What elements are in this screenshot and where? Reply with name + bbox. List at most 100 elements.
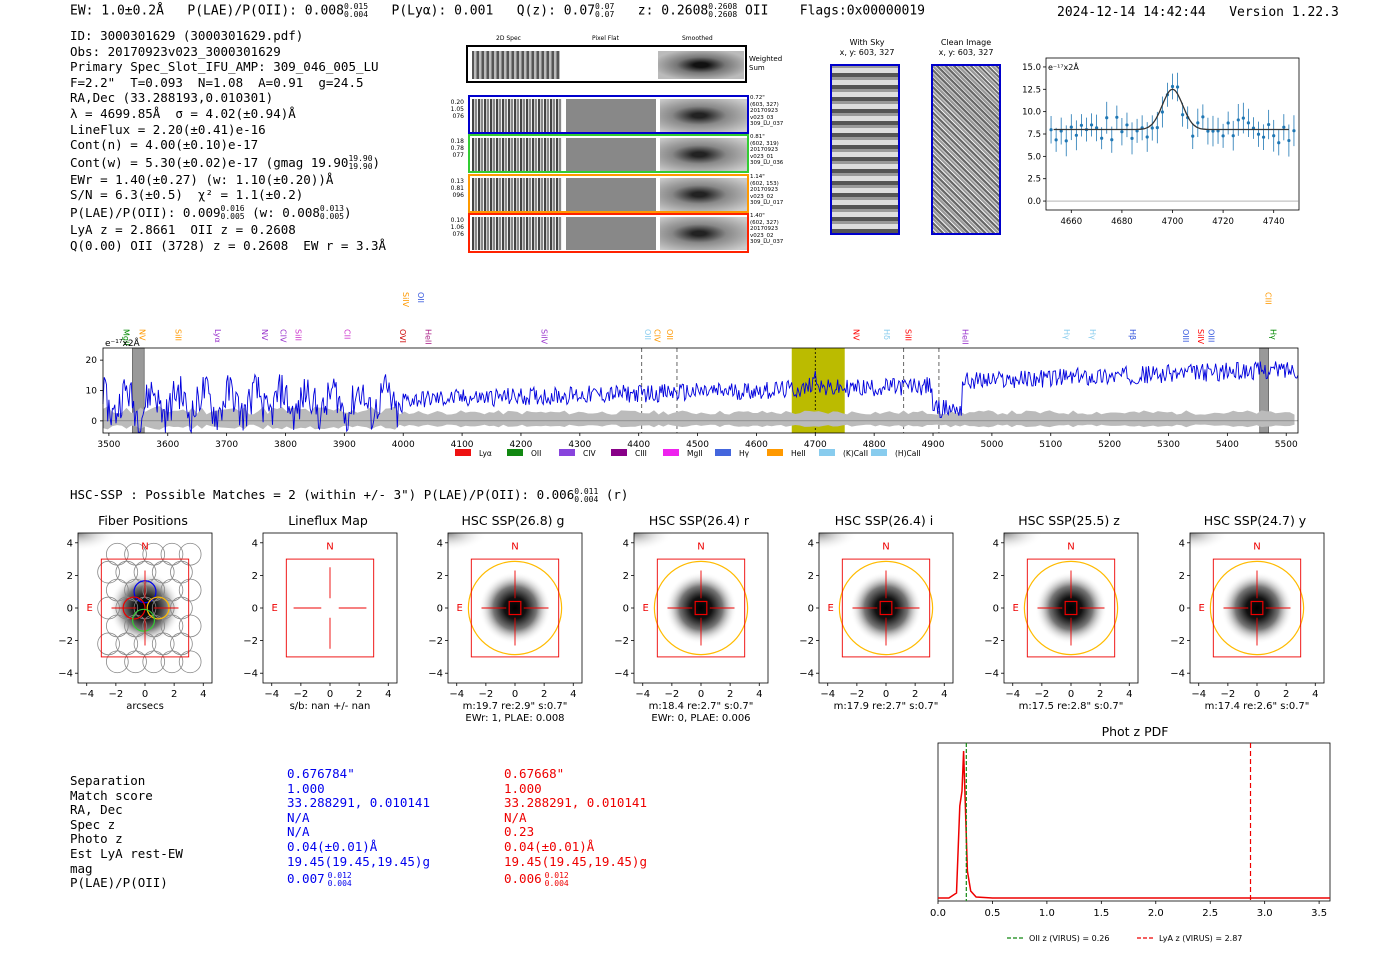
spectrum-xtick: 4500 xyxy=(686,440,709,450)
hsc-summary: HSC-SSP : Possible Matches = 2 (within +… xyxy=(70,487,628,504)
with-sky-title: With Sky xyxy=(849,38,885,47)
cutout-right-line: (602, 153) xyxy=(750,180,779,187)
zoom-datapoint xyxy=(1150,126,1154,130)
hsc-panel-title: Lineflux Map xyxy=(288,513,368,528)
cutout-right-info: 1.14" (602, 153) 20170923 v023_02 309_LU_017 xyxy=(750,174,790,207)
spectrum-legend-swatch xyxy=(663,449,679,456)
header-qz-lo: 0.07 xyxy=(595,10,615,19)
hsc-search-box xyxy=(656,558,746,658)
zoom-datapoint xyxy=(1074,133,1078,137)
info-contn: Cont(n) = 4.00(±0.10)e-17 xyxy=(70,137,259,153)
spectrum-line-label: Hγ xyxy=(1268,329,1277,340)
info-sn: S/N = 6.3(±0.5) χ² = 1.1(±0.2) xyxy=(70,187,304,203)
hsc-source-image xyxy=(850,572,922,644)
hsc-center-box xyxy=(879,600,893,616)
spectrum-line-label: NV xyxy=(260,329,269,341)
spectrum-ytick: 20 xyxy=(86,356,98,366)
header-ew: EW: 1.0±0.2Å xyxy=(70,3,164,19)
spectrum-xtick: 3800 xyxy=(274,440,297,450)
hsc-xtick: 4 xyxy=(570,689,576,700)
hsc-xtick: −2 xyxy=(1220,689,1235,700)
photz-plot: 0.0 0.5 1.0 1.5 2.0 2.5 3.0 3.5 OII z (VIRUS) =… xyxy=(930,742,1331,943)
match-red-value: 0.006 xyxy=(504,871,542,887)
hsc-ytick: 0 xyxy=(993,604,999,615)
hsc-xtick: −2 xyxy=(664,689,679,700)
zoom-datapoint xyxy=(1079,123,1084,127)
hsc-ytick: 4 xyxy=(252,538,258,549)
header-qz: Q(z): 0.07 xyxy=(516,3,596,19)
spectrum-line-label: NV xyxy=(137,329,146,341)
photz-legend-lya: LyA z (VIRUS) = 2.87 xyxy=(1159,934,1242,943)
cutout-right-line: (602, 327) xyxy=(750,219,779,226)
fiber-circle xyxy=(160,542,184,566)
hsc-east-label: E xyxy=(86,603,92,614)
info-radec: RA,Dec (33.288193,0.010301) xyxy=(70,90,274,106)
spectrum-xtick: 4800 xyxy=(863,440,886,450)
hsc-search-box xyxy=(100,558,190,658)
info-contw-row: Cont(w) = 5.30(±0.02)e-17 (gmag 19.9019.… xyxy=(70,154,381,172)
spectrum-xtick: 4600 xyxy=(745,440,768,450)
match-red-value: 1.000 xyxy=(504,780,542,796)
zoom-datapoint xyxy=(1221,134,1225,138)
zoom-unit: e⁻¹⁷x2Å xyxy=(1048,61,1079,72)
match-label: Separation xyxy=(70,773,146,788)
hsc-summary-hi: 0.011 xyxy=(574,486,599,496)
hsc-source-image xyxy=(1221,572,1293,644)
spectrum-line-label: CIV xyxy=(279,329,288,343)
hsc-aperture xyxy=(653,560,749,656)
match-blue-value: 0.007 xyxy=(287,871,325,887)
match-label: Est LyA rest-EW xyxy=(70,845,183,861)
hsc-ytick: 2 xyxy=(1179,571,1185,582)
info-plae-row: P(LAE)/P(OII): 0.0090.016 0.005 (w: 0.008… xyxy=(70,204,352,222)
cutout-right-line: 20170923 xyxy=(750,147,778,153)
cutout-right-line: 20170923 xyxy=(750,108,778,114)
hsc-ytick: 0 xyxy=(67,604,73,615)
hsc-ytick: −4 xyxy=(984,669,999,680)
hsc-ytick: 0 xyxy=(808,604,814,615)
spectrum-xtick: 3700 xyxy=(215,440,238,450)
match-blue-value: 1.000 xyxy=(287,780,325,796)
zoom-datapoint xyxy=(1196,121,1200,125)
hsc-ytick: −2 xyxy=(1170,636,1185,647)
hsc-xlabel: s/b: nan +/- nan xyxy=(290,701,371,712)
zoom-datapoint xyxy=(1049,128,1053,132)
photz-legend: OII z (VIRUS) = 0.26 LyA z (VIRUS) = 2.8… xyxy=(1007,934,1242,943)
zoom-datapoint xyxy=(1231,134,1235,138)
zoom-datapoint xyxy=(1246,121,1250,125)
info-lambda: λ = 4699.85Å σ = 4.02(±0.94)Å xyxy=(70,105,296,121)
info-id: ID: 3000301629 (3000301629.pdf) xyxy=(70,28,304,43)
match-blue-value: 0.04(±0.01)Å xyxy=(287,838,378,854)
info-plae-hi: 0.016 xyxy=(220,204,245,214)
zoom-datapoint xyxy=(1110,138,1114,142)
spectrum-xtick: 4300 xyxy=(568,440,591,450)
spectrum-flux-line xyxy=(102,361,1299,434)
clean-image-title: Clean Image xyxy=(940,38,992,47)
spectrum-line-label: OII xyxy=(665,329,674,340)
info-contw: Cont(w) = 5.30(±0.02)e-17 (gmag 19.90 xyxy=(70,154,349,170)
match-blue-plae-bounds: 0.012 0.004 xyxy=(327,871,352,888)
cutout-left-stats: 0.10 1.06 076 xyxy=(446,217,464,238)
fiber-circle xyxy=(124,542,147,566)
fiber-cutouts: 2D Spec Pixel Flat Smoothed Weighted Sum… xyxy=(451,34,786,254)
cutout-left-stat: 0.81 xyxy=(450,185,464,192)
hsc-xlabel: m:18.4 re:2.7" s:0.7" xyxy=(649,701,754,712)
spectrum-line-label: OII xyxy=(416,292,425,303)
spectrum-xtick: 4700 xyxy=(804,440,827,450)
hsc-xtick: 0 xyxy=(327,689,333,700)
hsc-source-image xyxy=(1035,572,1107,644)
spectrum-ytick: 10 xyxy=(86,387,98,397)
hsc-xtick: −2 xyxy=(478,689,493,700)
photz-xtick: 1.5 xyxy=(1093,908,1109,919)
spectrum-line-label: Hδ xyxy=(882,329,891,340)
hsc-summary-lo: 0.004 xyxy=(574,494,599,504)
hsc-xtick: 0 xyxy=(142,689,148,700)
match-blue-plae-lo: 0.004 xyxy=(327,878,352,888)
cutout-right-line: v023_02 xyxy=(750,232,774,239)
zoom-datapoint xyxy=(1267,122,1271,127)
hsc-source-image xyxy=(479,572,551,644)
cutout-right-line: 20170923 xyxy=(750,187,778,193)
info-obs: Obs: 20170923v023_3000301629 xyxy=(70,43,281,59)
